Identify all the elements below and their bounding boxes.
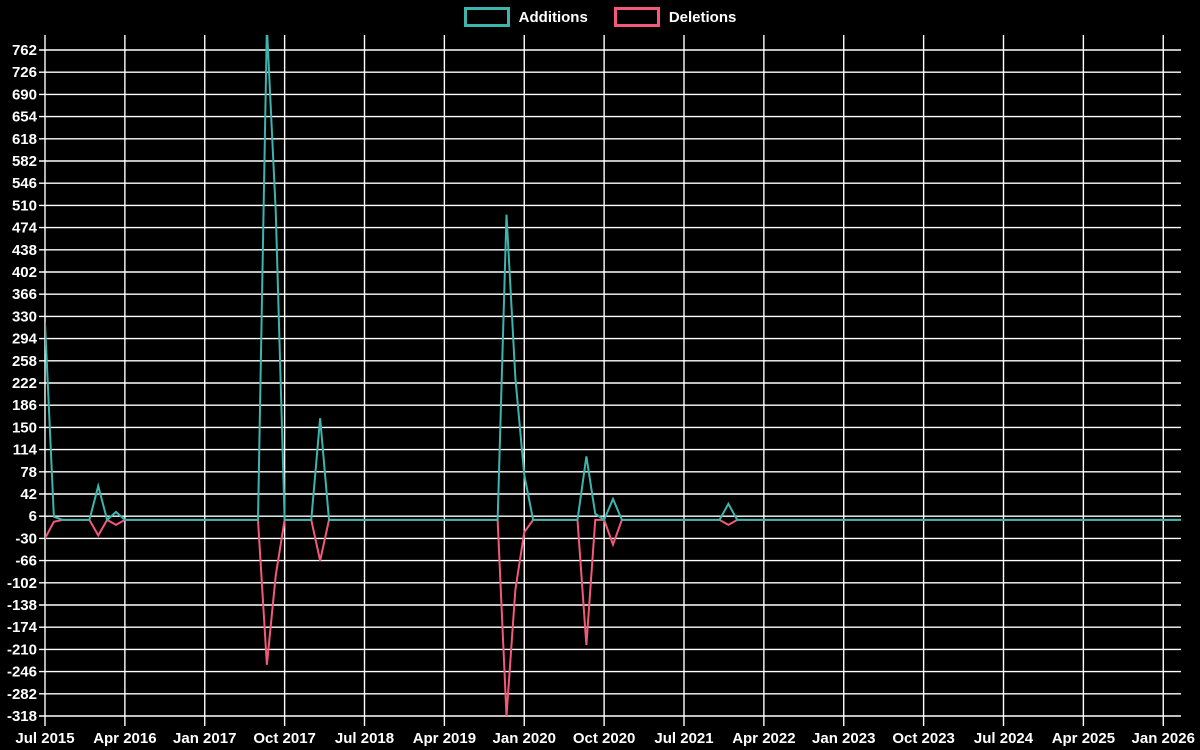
x-gridlines bbox=[44, 35, 1164, 726]
y-tick-label: 510 bbox=[12, 197, 37, 214]
y-gridlines bbox=[39, 49, 1181, 717]
y-tick-label: 726 bbox=[12, 64, 37, 81]
x-tick-label: Apr 2025 bbox=[1052, 730, 1115, 747]
x-tick-label: Apr 2016 bbox=[93, 730, 156, 747]
legend-item-deletions[interactable]: Deletions bbox=[613, 7, 737, 27]
y-tick-label: 258 bbox=[12, 353, 37, 370]
y-tick-label: -318 bbox=[7, 708, 37, 725]
x-tick-label: Apr 2019 bbox=[413, 730, 476, 747]
x-tick-label: Jan 2023 bbox=[812, 730, 875, 747]
x-tick-label: Jul 2018 bbox=[335, 730, 394, 747]
y-tick-label: -102 bbox=[7, 575, 37, 592]
y-tick-label: 6 bbox=[29, 508, 37, 525]
y-tick-label: 762 bbox=[12, 42, 37, 59]
additions-swatch-icon bbox=[463, 7, 510, 27]
y-tick-label: 690 bbox=[12, 86, 37, 103]
y-tick-label: 582 bbox=[12, 153, 37, 170]
y-tick-label: 78 bbox=[20, 464, 37, 481]
plot-area bbox=[45, 35, 1181, 717]
legend-label-additions: Additions bbox=[518, 8, 588, 26]
y-tick-label: 474 bbox=[12, 220, 38, 237]
x-tick-label: Jan 2026 bbox=[1132, 730, 1195, 747]
y-tick-label: 546 bbox=[12, 175, 37, 192]
y-tick-label: 438 bbox=[12, 242, 37, 259]
y-tick-label: -138 bbox=[7, 597, 37, 614]
y-tick-labels: 762 726 690 654 618 582 546 510 474 438 402 366 330 2… bbox=[7, 42, 38, 725]
y-tick-label: 366 bbox=[12, 286, 37, 303]
x-tick-label: Oct 2020 bbox=[573, 730, 636, 747]
x-tick-label: Jan 2017 bbox=[173, 730, 236, 747]
x-tick-label: Jan 2020 bbox=[493, 730, 556, 747]
legend-item-additions[interactable]: Additions bbox=[463, 7, 588, 27]
y-tick-label: -66 bbox=[15, 553, 37, 570]
y-tick-label: 150 bbox=[12, 419, 37, 436]
y-tick-label: 294 bbox=[12, 331, 38, 348]
x-tick-label: Oct 2023 bbox=[892, 730, 955, 747]
x-tick-label: Jul 2024 bbox=[974, 730, 1034, 747]
y-tick-label: 330 bbox=[12, 308, 37, 325]
y-tick-label: -30 bbox=[15, 530, 37, 547]
x-tick-label: Oct 2017 bbox=[253, 730, 316, 747]
y-tick-label: 402 bbox=[12, 264, 37, 281]
y-tick-label: 42 bbox=[20, 486, 37, 503]
y-tick-label: -210 bbox=[7, 641, 37, 658]
series-line-deletions bbox=[45, 518, 1181, 717]
x-tick-label: Jul 2021 bbox=[654, 730, 713, 747]
y-tick-label: 186 bbox=[12, 397, 37, 414]
x-tick-label: Apr 2022 bbox=[732, 730, 795, 747]
y-tick-label: 222 bbox=[12, 375, 37, 392]
y-tick-label: -282 bbox=[7, 686, 37, 703]
y-tick-label: -246 bbox=[7, 664, 37, 681]
legend-label-deletions: Deletions bbox=[668, 8, 737, 26]
x-tick-label: Jul 2015 bbox=[15, 730, 74, 747]
y-tick-label: 654 bbox=[12, 109, 38, 126]
series-line-additions bbox=[45, 35, 1181, 522]
y-tick-label: -174 bbox=[7, 619, 38, 636]
deletions-swatch-icon bbox=[613, 7, 660, 27]
chart-legend: Additions Deletions bbox=[0, 7, 1200, 27]
y-tick-label: 114 bbox=[13, 442, 38, 459]
y-tick-label: 618 bbox=[12, 131, 37, 148]
x-tick-labels: Jul 2015 Apr 2016 Jan 2017 Oct 2017 Jul 2018… bbox=[15, 730, 1195, 747]
